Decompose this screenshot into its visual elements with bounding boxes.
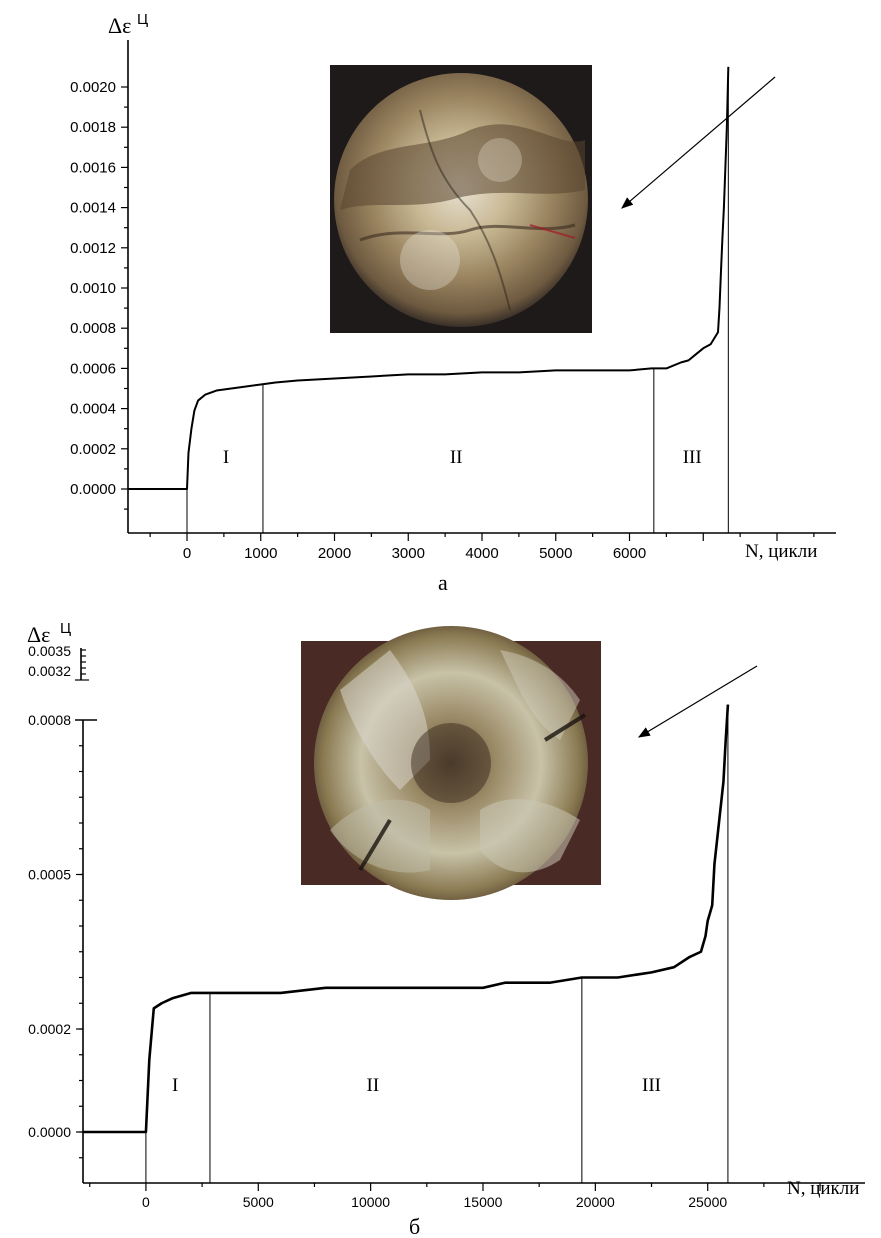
y-tick-label-a: 0.0008 xyxy=(70,320,116,337)
x-axis-label-b: N, цикли xyxy=(787,1178,859,1199)
stage-label-a: III xyxy=(683,447,702,468)
x-tick-label-a: 2000 xyxy=(318,545,351,562)
plot-area-a: 0.0000 0.0002 0.0004 0.0006 0.0008 0.0010 0.00… xyxy=(70,40,836,562)
x-tick-label-b: 15000 xyxy=(464,1194,503,1210)
y-tick-label-a: 0.0000 xyxy=(70,481,116,498)
stage-label-a: II xyxy=(450,447,463,468)
x-tick-label-a: 5000 xyxy=(539,545,572,562)
y-tick-label-a: 0.0004 xyxy=(70,401,116,418)
chart-a: 0.0000 0.0002 0.0004 0.0006 0.0008 0.0010 0.00… xyxy=(70,11,836,595)
x-tick-label-b: 25000 xyxy=(688,1194,727,1210)
stage-label-b: III xyxy=(642,1075,661,1096)
pointer-arrow-b xyxy=(637,665,758,738)
series-line-b xyxy=(83,704,730,1134)
pointer-arrow-a xyxy=(621,76,776,209)
x-tick-label-b: 20000 xyxy=(576,1194,615,1210)
y-axis-label-b-sup: Ц xyxy=(60,620,71,637)
y-tick-label-b: 0.0005 xyxy=(28,867,71,883)
series-line-a xyxy=(128,66,730,490)
y-tick-label-a: 0.0012 xyxy=(70,240,116,257)
fracture-photo-a xyxy=(330,65,592,333)
x-tick-label-b: 5000 xyxy=(243,1194,274,1210)
y-tick-label-a: 0.0002 xyxy=(70,441,116,458)
x-tick-label-a: 3000 xyxy=(392,545,425,562)
x-tick-label-a: 1000 xyxy=(244,545,277,562)
caption-b: б xyxy=(409,1214,420,1238)
y-tick-label-a: 0.0016 xyxy=(70,159,116,176)
x-axis-label-a: N, цикли xyxy=(745,541,817,562)
y-axis-label-a: Δε xyxy=(108,13,131,38)
y-axis-label-a-sup: Ц xyxy=(137,11,148,28)
y-break-label-b: 0.0035 xyxy=(28,643,71,659)
x-tick-label-b: 0 xyxy=(142,1194,150,1210)
y-axis-label-b: Δε xyxy=(27,622,50,647)
x-tick-label-a: 4000 xyxy=(465,545,498,562)
y-tick-label-b: 0.0002 xyxy=(28,1021,71,1037)
x-tick-label-b: 10000 xyxy=(351,1194,390,1210)
y-tick-label-a: 0.0010 xyxy=(70,280,116,297)
y-tick-label-a: 0.0020 xyxy=(70,79,116,96)
stage-label-a: I xyxy=(223,447,229,468)
fracture-photo-b xyxy=(301,626,601,900)
y-tick-label-b: 0.0000 xyxy=(28,1124,71,1140)
x-tick-label-a: 6000 xyxy=(613,545,646,562)
stage-label-b: II xyxy=(367,1075,380,1096)
stage-label-b: I xyxy=(172,1075,178,1096)
y-tick-label-a: 0.0014 xyxy=(70,200,116,217)
caption-a: а xyxy=(438,570,448,595)
y-break-label-b: 0.0032 xyxy=(28,663,71,679)
y-tick-label-a: 0.0018 xyxy=(70,119,116,136)
y-tick-label-b: 0.0008 xyxy=(28,712,71,728)
y-tick-label-a: 0.0006 xyxy=(70,360,116,377)
x-tick-label-a: 0 xyxy=(183,545,191,562)
plot-area-b: 0.0035 0.0032 0.0000 0.0002 0.0005 0.0008 0 500… xyxy=(28,643,865,1210)
chart-b: 0.0035 0.0032 0.0000 0.0002 0.0005 0.0008 0 500… xyxy=(27,620,865,1238)
